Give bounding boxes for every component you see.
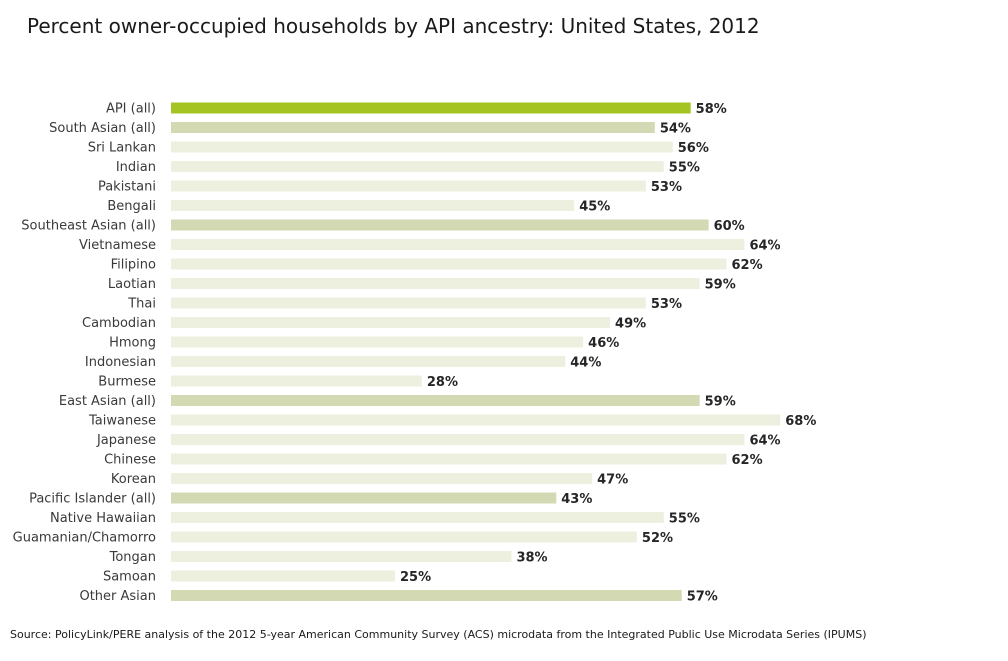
value-label: 55% <box>669 161 700 176</box>
value-label: 59% <box>705 278 736 293</box>
value-label: 64% <box>749 434 780 449</box>
bar <box>171 395 700 406</box>
value-label: 47% <box>597 473 628 488</box>
bar <box>171 570 395 582</box>
bar <box>171 531 637 543</box>
bar <box>171 239 745 250</box>
category-label: Chinese <box>104 453 156 468</box>
category-label: Taiwanese <box>88 414 156 429</box>
category-label: Native Hawaiian <box>50 511 156 526</box>
chart-title: Percent owner-occupied households by API… <box>27 14 760 38</box>
value-label: 59% <box>705 395 736 410</box>
category-label: API (all) <box>106 102 156 117</box>
bar-chart: API (all) 58% South Asian (all) 54% Sri Lank… <box>13 102 817 605</box>
category-label: East Asian (all) <box>59 394 156 409</box>
category-label: Tongan <box>109 550 156 565</box>
category-label: Indian <box>116 160 156 175</box>
category-label: Bengali <box>107 199 156 214</box>
bar <box>171 414 781 426</box>
value-label: 56% <box>678 141 709 156</box>
bar <box>171 180 646 192</box>
bar <box>171 590 682 601</box>
category-label: Japanese <box>96 433 156 448</box>
category-label: Laotian <box>108 277 156 292</box>
value-label: 60% <box>714 219 745 234</box>
category-label: Southeast Asian (all) <box>21 219 156 234</box>
bar <box>171 375 422 387</box>
value-label: 25% <box>400 570 431 585</box>
bar <box>171 453 727 465</box>
category-label: Thai <box>127 297 156 312</box>
value-label: 62% <box>732 258 763 273</box>
bar <box>171 336 584 348</box>
value-label: 55% <box>669 512 700 527</box>
bar <box>171 141 673 153</box>
source-note: Source: PolicyLink/PERE analysis of the … <box>10 628 867 641</box>
category-label: Filipino <box>111 258 156 273</box>
value-label: 46% <box>588 336 619 351</box>
value-label: 54% <box>660 122 691 137</box>
bar <box>171 200 575 211</box>
category-label: Pacific Islander (all) <box>29 492 156 507</box>
value-label: 64% <box>749 239 780 254</box>
value-label: 45% <box>579 200 610 215</box>
value-label: 49% <box>615 317 646 332</box>
value-label: 53% <box>651 297 682 312</box>
category-label: Samoan <box>103 570 156 585</box>
value-label: 43% <box>561 492 592 507</box>
category-label: Sri Lankan <box>88 141 156 156</box>
bar <box>171 122 655 133</box>
value-label: 52% <box>642 531 673 546</box>
value-label: 62% <box>732 453 763 468</box>
bar <box>171 492 557 504</box>
value-label: 53% <box>651 180 682 195</box>
category-label: Korean <box>111 472 156 487</box>
bar <box>171 512 664 523</box>
category-label: Pakistani <box>98 180 156 195</box>
bar <box>171 356 566 367</box>
category-label: Vietnamese <box>79 238 156 253</box>
category-label: Other Asian <box>79 589 156 604</box>
bar <box>171 278 700 289</box>
category-label: South Asian (all) <box>49 121 156 136</box>
category-label: Guamanian/Chamorro <box>13 531 156 546</box>
value-label: 68% <box>785 414 816 429</box>
bar <box>171 473 593 484</box>
bar <box>171 219 709 231</box>
bar <box>171 161 664 172</box>
bar <box>171 258 727 270</box>
category-label: Hmong <box>109 336 156 351</box>
value-label: 38% <box>516 551 547 566</box>
value-label: 28% <box>427 375 458 390</box>
category-label: Burmese <box>98 375 156 390</box>
category-label: Cambodian <box>82 316 156 331</box>
category-label: Indonesian <box>85 355 156 370</box>
value-label: 58% <box>696 102 727 117</box>
value-label: 57% <box>687 590 718 605</box>
bar <box>171 434 745 445</box>
bar <box>171 297 646 309</box>
bar <box>171 102 691 114</box>
value-label: 44% <box>570 356 601 371</box>
bar <box>171 317 611 328</box>
bar <box>171 551 512 562</box>
